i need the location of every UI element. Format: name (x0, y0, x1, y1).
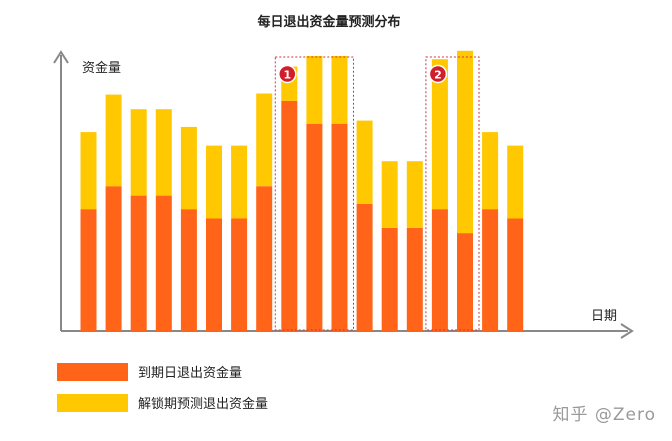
legend: 到期日退出资金量 解锁期预测退出资金量 (57, 363, 268, 412)
bar-unlock-5 (180, 126, 197, 210)
bar-expiry-7 (231, 218, 248, 331)
bar-unlock-13 (381, 161, 398, 228)
bar-unlock-2 (105, 94, 122, 187)
bar-unlock-14 (406, 161, 423, 228)
bar-unlock-16 (457, 50, 473, 234)
bar-unlock-15 (431, 59, 448, 210)
highlight-marker-2 (428, 64, 448, 84)
bars (80, 50, 524, 331)
bar-unlock-1 (80, 132, 97, 210)
bar-expiry-14 (406, 227, 423, 331)
bar-expiry-11 (331, 123, 348, 331)
legend-label-expiry: 到期日退出资金量 (138, 365, 242, 381)
bar-unlock-7 (231, 145, 248, 219)
highlight-marker-1 (278, 64, 297, 84)
bar-expiry-4 (155, 195, 172, 331)
legend-label-unlock: 解锁期预测退出资金量 (138, 396, 268, 412)
watermark: 知乎 @Zero (552, 405, 656, 425)
bar-expiry-3 (130, 195, 147, 331)
bar-unlock-6 (206, 145, 222, 219)
bar-expiry-15 (431, 209, 448, 331)
legend-swatch-expiry (57, 363, 128, 381)
bar-unlock-18 (507, 145, 524, 219)
bar-expiry-5 (180, 209, 197, 331)
bar-expiry-1 (80, 209, 97, 331)
bar-expiry-12 (356, 203, 373, 331)
y-axis-label: 资金量 (82, 60, 121, 76)
x-axis-label: 日期 (591, 309, 617, 324)
bar-expiry-6 (206, 218, 222, 331)
highlight-marker-label-1: 1 (283, 69, 291, 82)
bar-expiry-16 (457, 233, 473, 331)
bar-expiry-17 (482, 209, 499, 331)
highlight-box-1 (274, 56, 354, 331)
highlight-marker-label-2: 2 (434, 69, 442, 82)
bar-expiry-10 (306, 123, 323, 331)
bar-unlock-3 (130, 109, 147, 196)
highlight-box-2 (425, 56, 480, 331)
bar-expiry-9 (281, 100, 298, 331)
chart-title: 每日退出资金量预测分布 (257, 14, 400, 30)
bar-unlock-17 (482, 132, 499, 210)
bar-expiry-8 (256, 186, 273, 331)
bar-unlock-4 (155, 109, 172, 196)
bar-unlock-10 (306, 56, 323, 124)
bar-expiry-2 (105, 186, 122, 331)
bar-unlock-11 (331, 56, 348, 124)
x-axis-arrow (620, 323, 634, 339)
bar-expiry-18 (507, 218, 524, 331)
bar-unlock-12 (356, 120, 373, 204)
y-axis-arrow (53, 50, 69, 64)
bar-unlock-8 (256, 93, 273, 187)
bar-expiry-13 (381, 227, 398, 331)
legend-swatch-unlock (57, 394, 128, 412)
